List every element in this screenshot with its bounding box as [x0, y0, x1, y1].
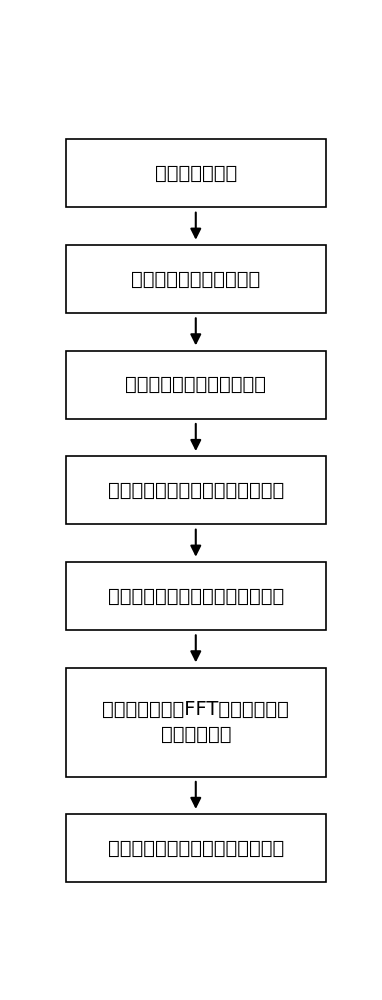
FancyArrowPatch shape	[191, 424, 200, 449]
FancyArrowPatch shape	[191, 782, 200, 807]
FancyBboxPatch shape	[66, 245, 326, 313]
FancyBboxPatch shape	[66, 668, 326, 777]
Text: 晶闸管侧产生扰动电压，电流信号: 晶闸管侧产生扰动电压，电流信号	[108, 481, 284, 500]
FancyBboxPatch shape	[66, 351, 326, 419]
Text: 结合谐波阻抗理论，计算对地电容: 结合谐波阻抗理论，计算对地电容	[108, 839, 284, 858]
Text: 短时间控制反并联晶闸管: 短时间控制反并联晶闸管	[131, 269, 261, 288]
Text: 使阻尼电阻短时间退出工作: 使阻尼电阻短时间退出工作	[125, 375, 266, 394]
Text: 系统正常运行时: 系统正常运行时	[155, 164, 237, 183]
FancyArrowPatch shape	[191, 213, 200, 237]
FancyBboxPatch shape	[66, 456, 326, 524]
Text: 对扰动信号进行FFT分析，得到不
通频次的谐波: 对扰动信号进行FFT分析，得到不 通频次的谐波	[102, 700, 289, 744]
FancyBboxPatch shape	[66, 814, 326, 882]
FancyArrowPatch shape	[191, 635, 200, 660]
FancyBboxPatch shape	[66, 139, 326, 207]
FancyArrowPatch shape	[191, 529, 200, 554]
Text: 在晶闸管两端检测电压，电流信号: 在晶闸管两端检测电压，电流信号	[108, 586, 284, 605]
FancyBboxPatch shape	[66, 562, 326, 630]
FancyArrowPatch shape	[191, 318, 200, 343]
